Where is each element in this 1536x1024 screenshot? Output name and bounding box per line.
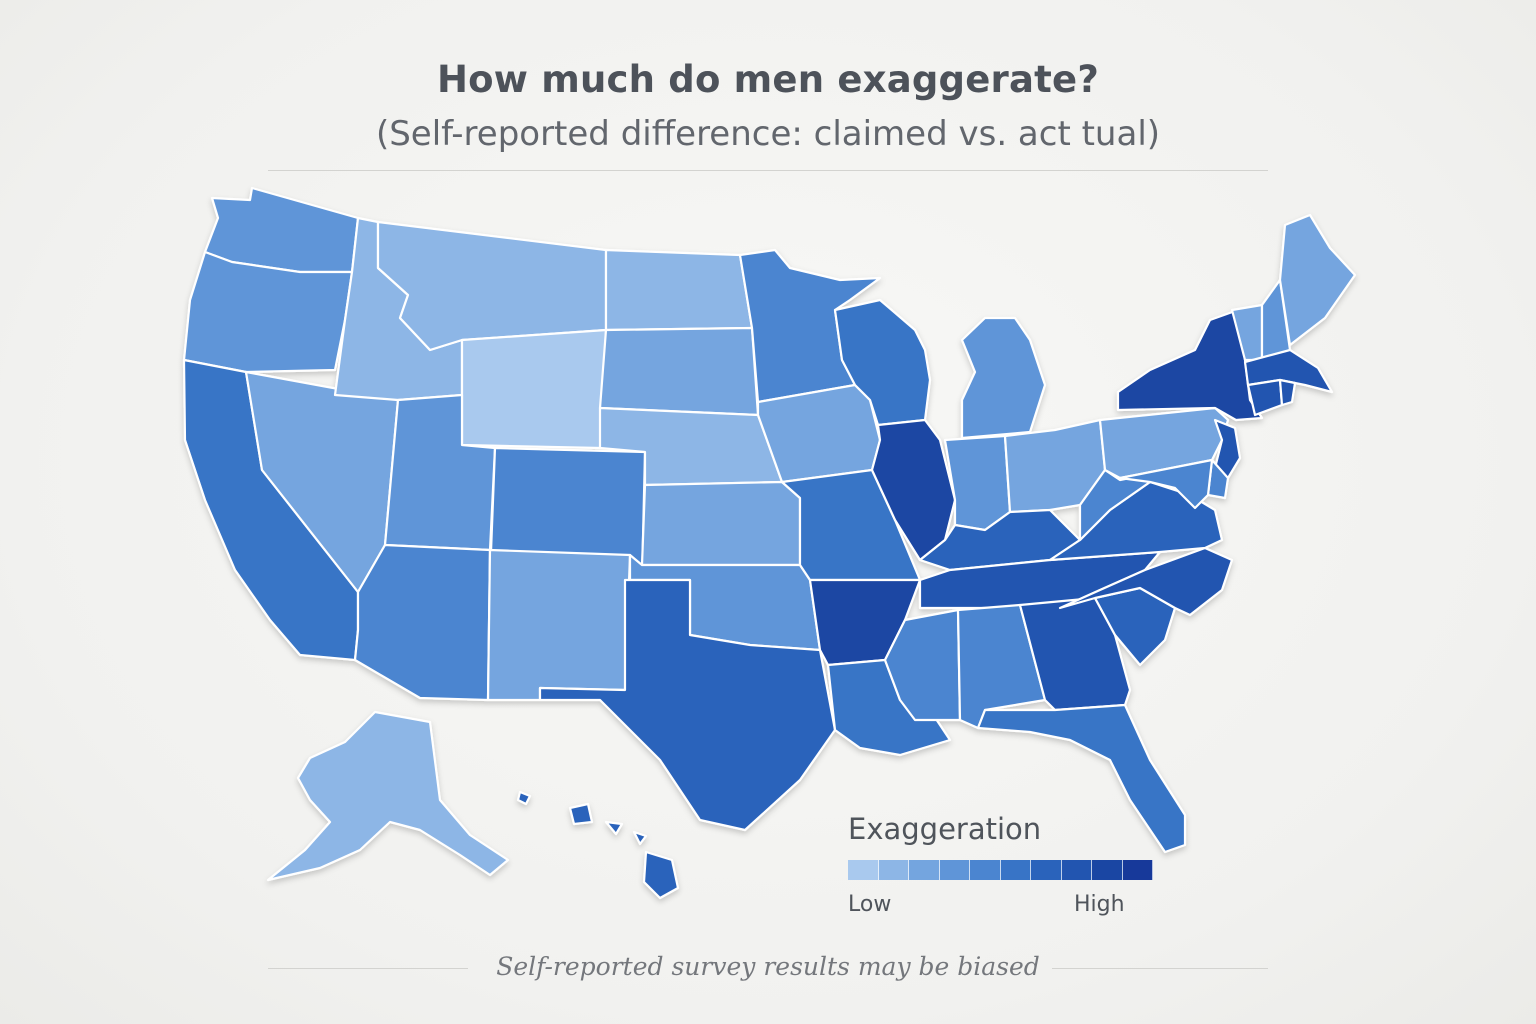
legend-swatch-2 [878, 860, 909, 880]
state-me [1278, 213, 1357, 347]
state-md [1118, 458, 1214, 510]
state-ri [1278, 378, 1297, 407]
legend-swatch-1 [848, 860, 879, 880]
map-title: How much do men exaggerate? [436, 58, 1099, 101]
state-tx [538, 578, 837, 832]
legend-swatch-4 [939, 860, 970, 880]
legend-swatch-8 [1061, 860, 1092, 880]
title-divider [268, 170, 1268, 171]
state-or [182, 250, 354, 374]
state-fl [976, 703, 1187, 854]
map-subtitle: (Self-reported difference: claimed vs. a… [375, 114, 1161, 154]
legend-swatch-10 [1122, 860, 1153, 880]
legend-title: Exaggeration [848, 812, 1042, 846]
legend-swatch-3 [909, 860, 940, 880]
state-ks [640, 480, 802, 567]
legend-low-label: Low [848, 892, 892, 917]
state-sd [598, 326, 760, 417]
footnote-divider-left [268, 968, 468, 969]
state-mt [376, 220, 608, 352]
state-in [943, 434, 1012, 532]
state-mi [960, 316, 1047, 440]
legend-swatch-5 [970, 860, 1001, 880]
state-az [353, 543, 492, 702]
state-nd [604, 248, 754, 332]
legend-swatch-9 [1092, 860, 1123, 880]
legend-color-scale [848, 860, 1153, 880]
state-wy [460, 328, 608, 450]
state-hi [516, 790, 680, 900]
state-nm [486, 548, 632, 702]
footnote: Self-reported survey results may be bias… [496, 952, 1040, 981]
state-ct [1246, 378, 1284, 417]
legend-high-label: High [1074, 892, 1125, 917]
legend-swatch-7 [1031, 860, 1062, 880]
state-mn [738, 248, 882, 404]
state-ak [266, 710, 510, 882]
state-ia [756, 383, 882, 484]
state-nc [1058, 546, 1234, 617]
legend-swatch-6 [1000, 860, 1031, 880]
footnote-divider-right [1052, 968, 1268, 969]
